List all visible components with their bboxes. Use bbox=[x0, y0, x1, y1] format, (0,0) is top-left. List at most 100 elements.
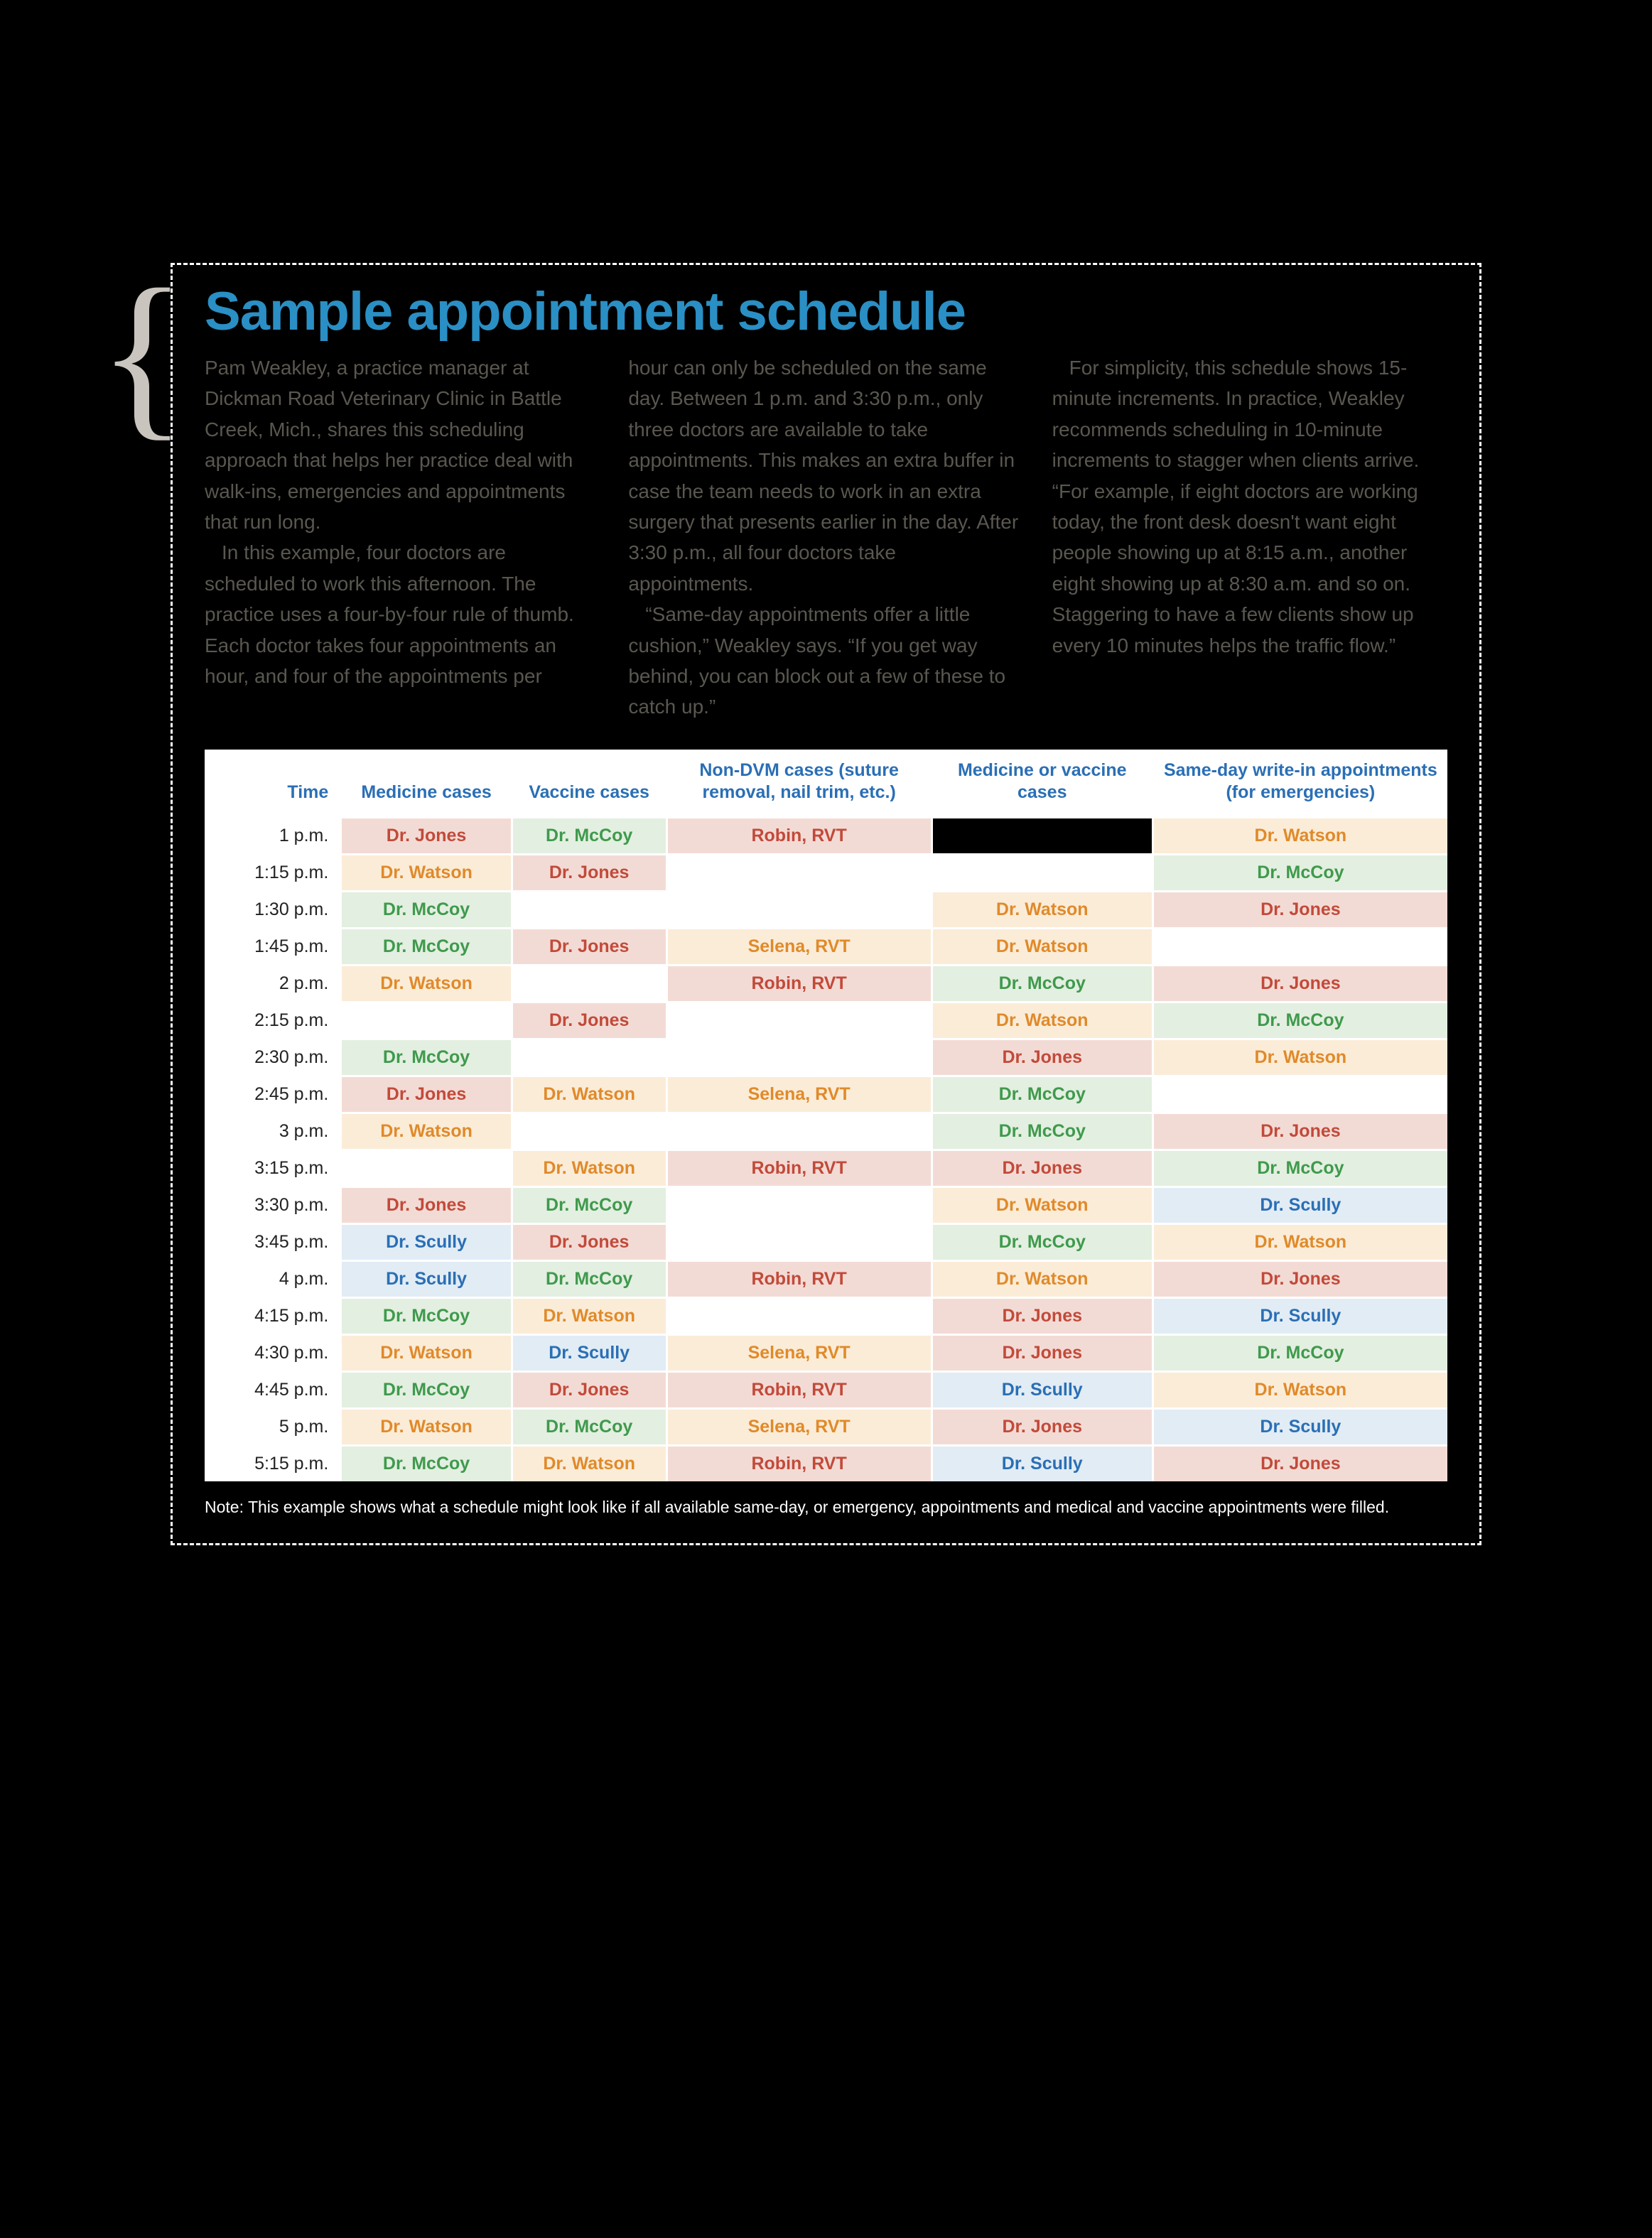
table-row: 4 p.m.Dr. ScullyDr. McCoyRobin, RVTDr. W… bbox=[205, 1261, 1447, 1298]
table-row: 4:30 p.m.Dr. WatsonDr. ScullySelena, RVT… bbox=[205, 1335, 1447, 1372]
cell-assignment bbox=[666, 855, 932, 892]
cell-assignment: Dr. Watson bbox=[512, 1298, 666, 1335]
cell-assignment bbox=[512, 1039, 666, 1076]
brace-decoration: { bbox=[98, 261, 187, 446]
cell-assignment: Robin, RVT bbox=[666, 818, 932, 855]
table-row: 4:15 p.m.Dr. McCoyDr. Watson Dr. JonesDr.… bbox=[205, 1298, 1447, 1335]
cell-time: 2:15 p.m. bbox=[205, 1002, 341, 1039]
cell-assignment: Dr. McCoy bbox=[512, 1409, 666, 1446]
cell-assignment bbox=[666, 1224, 932, 1261]
cell-assignment bbox=[666, 892, 932, 929]
table-row: 5:15 p.m.Dr. McCoyDr. WatsonRobin, RVTDr… bbox=[205, 1446, 1447, 1482]
table-row: 3:15 p.m. Dr. WatsonRobin, RVTDr. JonesDr… bbox=[205, 1150, 1447, 1187]
cell-assignment: Dr. McCoy bbox=[512, 1187, 666, 1224]
cell-time: 1:30 p.m. bbox=[205, 892, 341, 929]
cell-assignment: Dr. Watson bbox=[341, 966, 512, 1002]
cell-assignment: Dr. Jones bbox=[932, 1335, 1152, 1372]
cell-assignment: Dr. McCoy bbox=[512, 1261, 666, 1298]
cell-time: 3:15 p.m. bbox=[205, 1150, 341, 1187]
table-row: 2:45 p.m.Dr. JonesDr. WatsonSelena, RVTD… bbox=[205, 1076, 1447, 1113]
cell-assignment: Dr. Jones bbox=[512, 1002, 666, 1039]
cell-time: 5:15 p.m. bbox=[205, 1446, 341, 1482]
cell-assignment: Dr. Watson bbox=[512, 1446, 666, 1482]
cell-assignment: Dr. McCoy bbox=[932, 966, 1152, 1002]
cell-assignment: Dr. Watson bbox=[341, 1335, 512, 1372]
cell-assignment: Dr. Scully bbox=[1152, 1409, 1447, 1446]
cell-assignment: Dr. Scully bbox=[1152, 1298, 1447, 1335]
cell-assignment: Dr. Jones bbox=[932, 1150, 1152, 1187]
schedule-table: TimeMedicine casesVaccine casesNon-DVM c… bbox=[205, 750, 1447, 1482]
cell-assignment: Dr. McCoy bbox=[341, 892, 512, 929]
cell-assignment: Robin, RVT bbox=[666, 1261, 932, 1298]
cell-assignment: Dr. Scully bbox=[512, 1335, 666, 1372]
cell-assignment: Dr. Watson bbox=[1152, 1372, 1447, 1409]
cell-assignment bbox=[341, 1002, 512, 1039]
cell-assignment bbox=[1152, 929, 1447, 966]
cell-assignment bbox=[666, 1298, 932, 1335]
cell-assignment: Dr. Jones bbox=[341, 1187, 512, 1224]
cell-time: 4 p.m. bbox=[205, 1261, 341, 1298]
cell-assignment bbox=[512, 966, 666, 1002]
body-col-2: hour can only be scheduled on the same d… bbox=[628, 352, 1023, 723]
cell-assignment: Dr. Watson bbox=[1152, 1224, 1447, 1261]
cell-assignment: Dr. McCoy bbox=[1152, 1002, 1447, 1039]
cell-assignment: Dr. McCoy bbox=[932, 1113, 1152, 1150]
cell-assignment bbox=[1152, 1076, 1447, 1113]
cell-assignment: Dr. McCoy bbox=[932, 1076, 1152, 1113]
cell-assignment: Selena, RVT bbox=[666, 1409, 932, 1446]
column-header: Medicine or vaccine cases bbox=[932, 750, 1152, 818]
cell-assignment: Dr. Watson bbox=[512, 1150, 666, 1187]
cell-assignment: Dr. Watson bbox=[932, 929, 1152, 966]
cell-time: 3:30 p.m. bbox=[205, 1187, 341, 1224]
cell-assignment: Dr. Watson bbox=[341, 1409, 512, 1446]
cell-assignment: Selena, RVT bbox=[666, 1076, 932, 1113]
cell-assignment: Robin, RVT bbox=[666, 1446, 932, 1482]
body-columns: Pam Weakley, a practice manager at Dickm… bbox=[205, 352, 1447, 723]
cell-assignment bbox=[341, 1150, 512, 1187]
column-header: Vaccine cases bbox=[512, 750, 666, 818]
body-text: “Same-day appointments offer a little cu… bbox=[628, 599, 1023, 723]
body-text: In this example, four doctors are schedu… bbox=[205, 537, 600, 691]
cell-time: 2 p.m. bbox=[205, 966, 341, 1002]
table-row: 1:30 p.m.Dr. McCoy Dr. WatsonDr. Jones bbox=[205, 892, 1447, 929]
page-title: Sample appointment schedule bbox=[205, 281, 1447, 342]
cell-assignment bbox=[666, 1039, 932, 1076]
cell-assignment: Dr. Jones bbox=[512, 1224, 666, 1261]
cell-time: 4:15 p.m. bbox=[205, 1298, 341, 1335]
cell-assignment: Dr. McCoy bbox=[341, 929, 512, 966]
cell-assignment: Dr. Jones bbox=[512, 929, 666, 966]
body-text: For simplicity, this schedule shows 15-m… bbox=[1052, 352, 1447, 661]
cell-time: 1 p.m. bbox=[205, 818, 341, 855]
cell-assignment: Dr. McCoy bbox=[341, 1372, 512, 1409]
cell-time: 3 p.m. bbox=[205, 1113, 341, 1150]
cell-assignment: Dr. McCoy bbox=[512, 818, 666, 855]
cell-assignment: Dr. Jones bbox=[932, 1298, 1152, 1335]
cell-assignment: Dr. Jones bbox=[1152, 892, 1447, 929]
cell-assignment: Robin, RVT bbox=[666, 1150, 932, 1187]
cell-assignment: Dr. Watson bbox=[932, 1002, 1152, 1039]
cell-assignment: Dr. McCoy bbox=[341, 1298, 512, 1335]
table-body: 1 p.m.Dr. JonesDr. McCoyRobin, RVTDr. Wa… bbox=[205, 818, 1447, 1482]
cell-assignment: Dr. Watson bbox=[341, 855, 512, 892]
cell-assignment: Dr. Jones bbox=[341, 818, 512, 855]
body-col-3: For simplicity, this schedule shows 15-m… bbox=[1052, 352, 1447, 723]
cell-assignment: Dr. Watson bbox=[932, 1261, 1152, 1298]
cell-assignment bbox=[512, 1113, 666, 1150]
column-header: Medicine cases bbox=[341, 750, 512, 818]
cell-assignment bbox=[666, 1113, 932, 1150]
table-row: 3 p.m.Dr. WatsonDr. McCoyDr. Jones bbox=[205, 1113, 1447, 1150]
cell-assignment: Dr. Jones bbox=[932, 1409, 1152, 1446]
cell-assignment: Dr. Watson bbox=[512, 1076, 666, 1113]
table-row: 1:45 p.m.Dr. McCoyDr. JonesSelena, RVTDr… bbox=[205, 929, 1447, 966]
cell-assignment: Dr. Watson bbox=[341, 1113, 512, 1150]
cell-assignment: Dr. Jones bbox=[1152, 1261, 1447, 1298]
cell-assignment: Dr. Scully bbox=[341, 1224, 512, 1261]
cell-assignment: Dr. Watson bbox=[932, 892, 1152, 929]
footnote: Note: This example shows what a schedule… bbox=[205, 1496, 1447, 1518]
cell-assignment: Dr. McCoy bbox=[1152, 1150, 1447, 1187]
cell-time: 2:30 p.m. bbox=[205, 1039, 341, 1076]
cell-assignment: Dr. McCoy bbox=[1152, 855, 1447, 892]
cell-time: 1:15 p.m. bbox=[205, 855, 341, 892]
cell-time: 4:30 p.m. bbox=[205, 1335, 341, 1372]
cell-assignment: Dr. Jones bbox=[1152, 1446, 1447, 1482]
